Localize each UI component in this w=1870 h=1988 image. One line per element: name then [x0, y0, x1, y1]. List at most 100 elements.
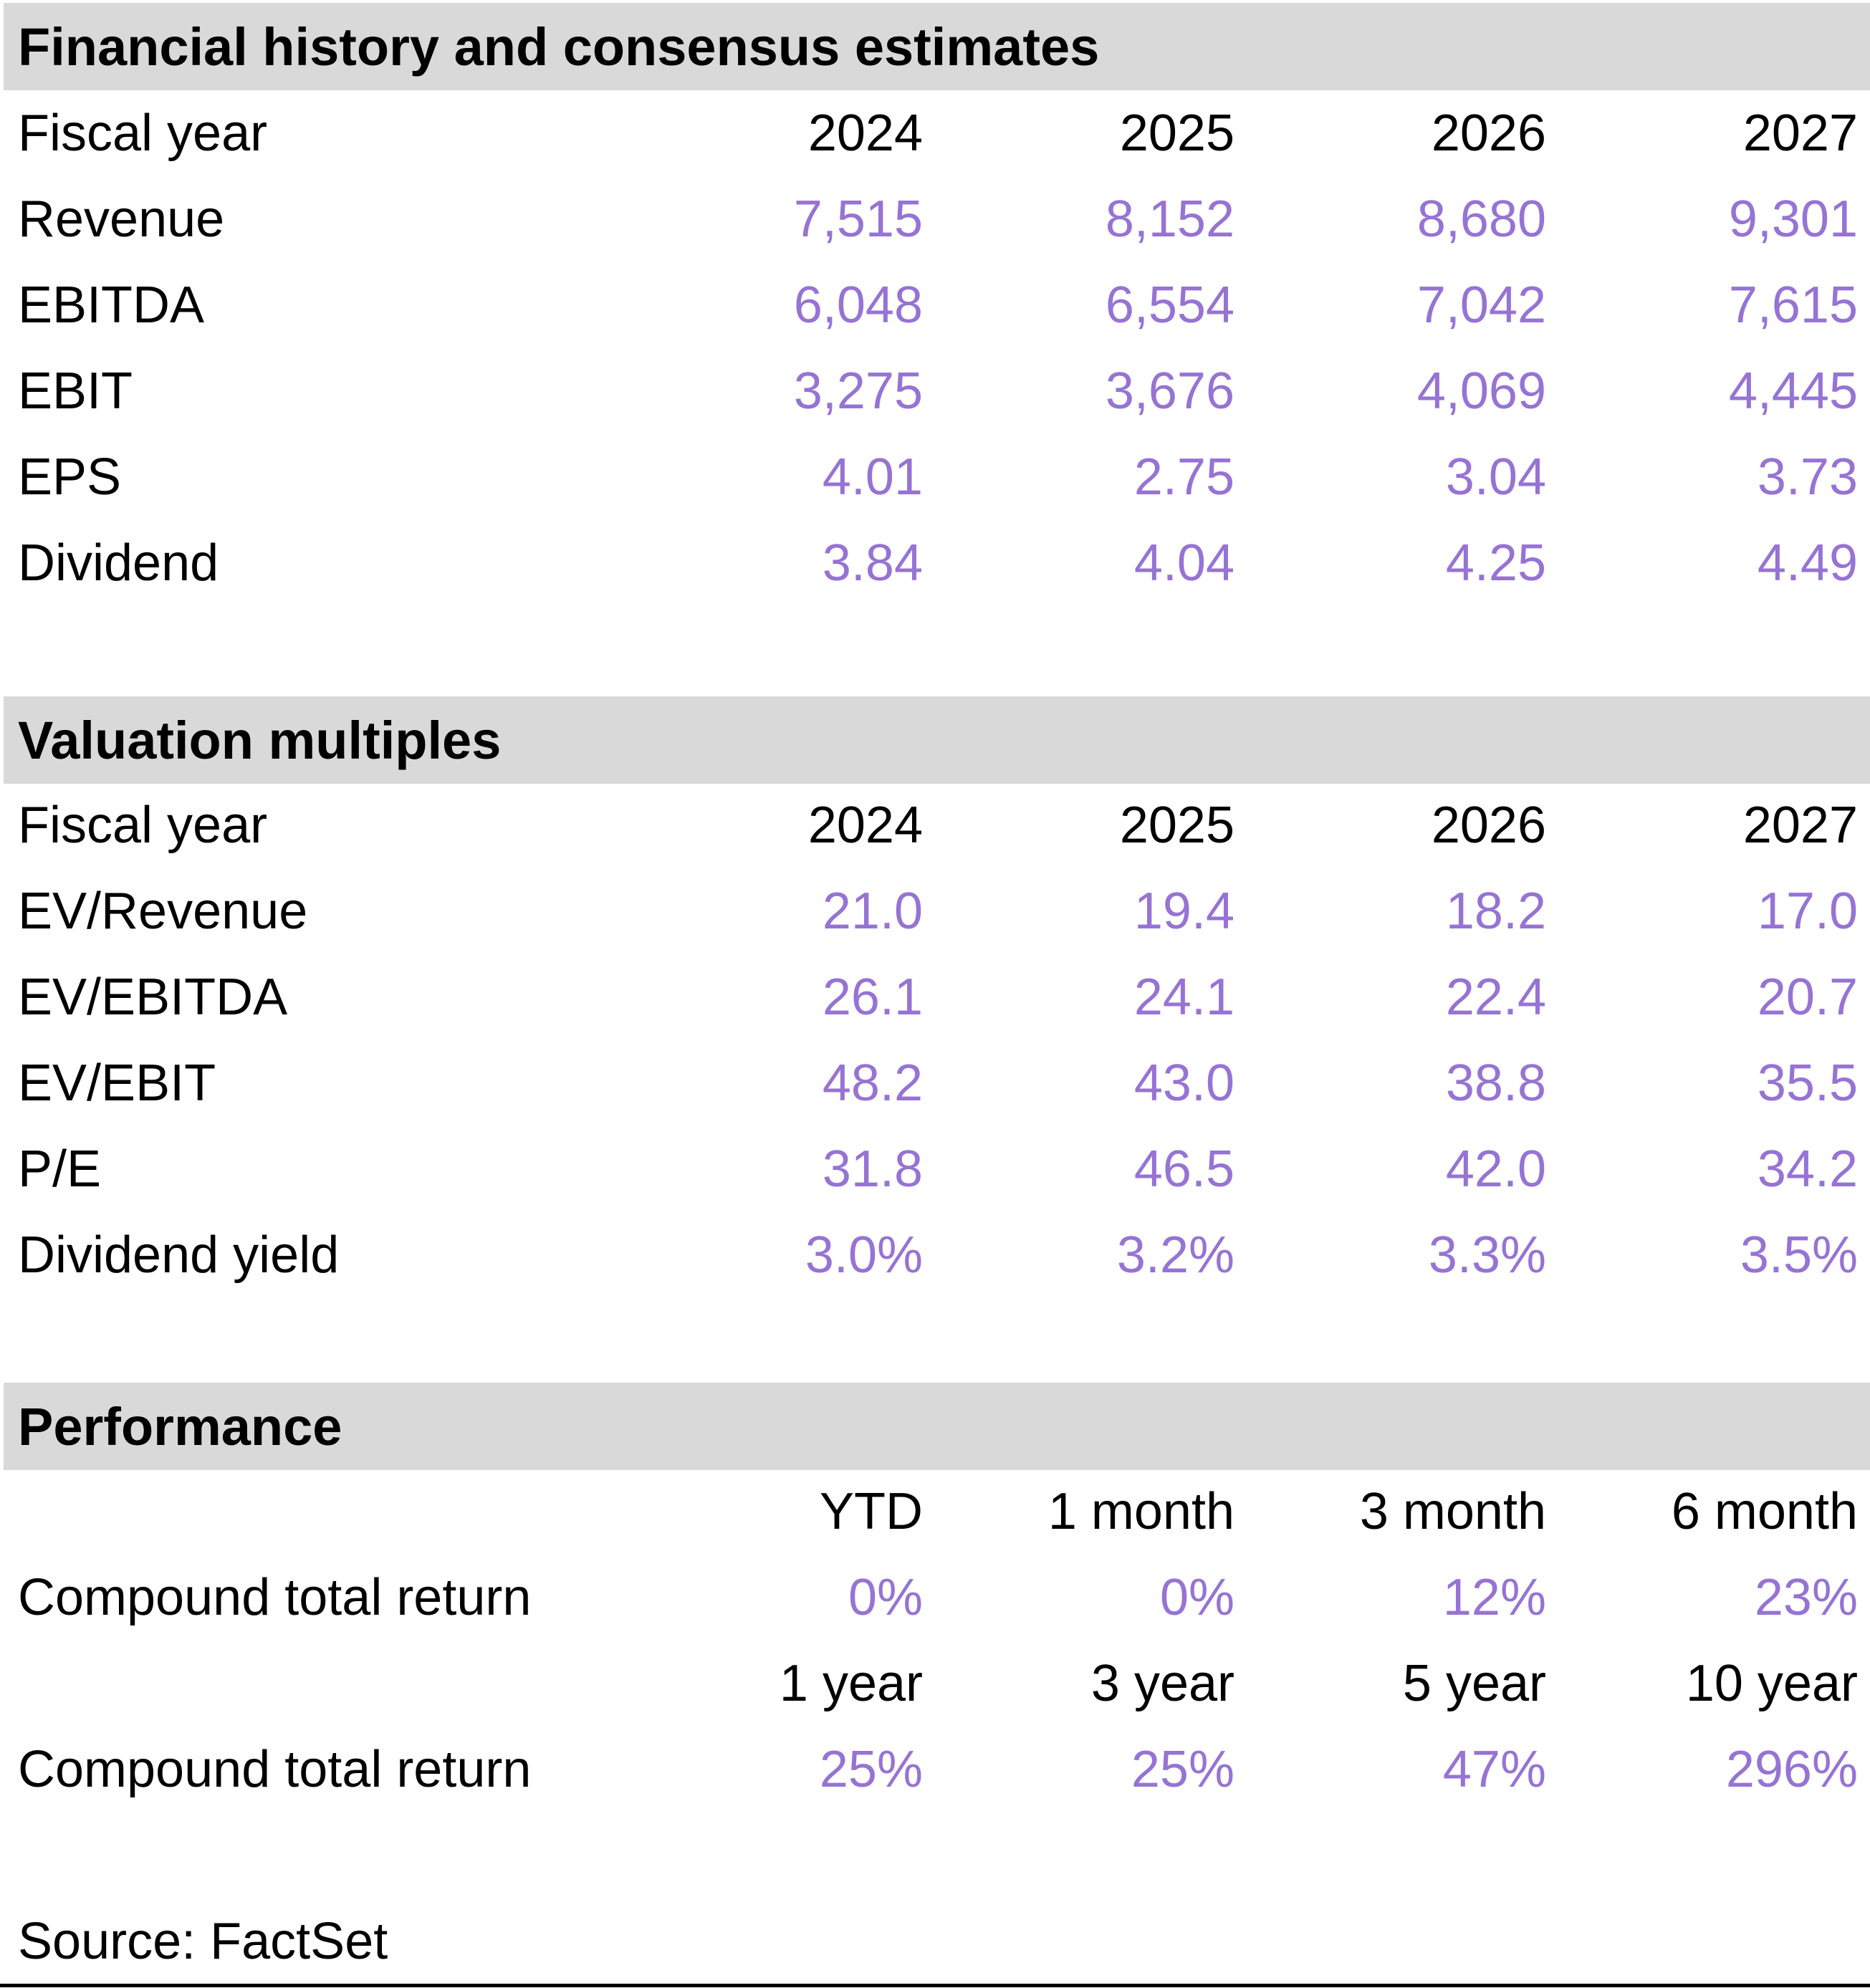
cell-return-10-year: 296% [1725, 1741, 1858, 1798]
cell-ev-revenue-2024: 21.0 [822, 883, 923, 940]
cell-revenue-2025: 8,152 [1105, 191, 1234, 248]
table-row-ebitda: EBITDA 6,048 6,554 7,042 7,615 [0, 262, 1870, 348]
performance-table: YTD 1 month 3 month 6 month Compound tot… [0, 1469, 1870, 1812]
row-label-dividend-yield: Dividend yield [18, 1226, 340, 1284]
row-label-pe: P/E [18, 1141, 102, 1198]
row-label-ebitda: EBITDA [18, 277, 205, 334]
column-header-2026-valuation: 2026 [1431, 797, 1546, 854]
column-header-ytd: YTD [820, 1483, 923, 1540]
cell-dividend-yield-2024: 3.0% [805, 1226, 923, 1284]
cell-pe-2027: 34.2 [1757, 1141, 1858, 1198]
section-title-valuation: Valuation multiples [18, 710, 502, 770]
column-header-2024: 2024 [807, 105, 923, 162]
column-header-2025: 2025 [1119, 105, 1234, 162]
column-header-1-month: 1 month [1047, 1483, 1234, 1540]
cell-ebit-2027: 4,445 [1728, 362, 1858, 420]
table-row-pe: P/E 31.8 46.5 42.0 34.2 [0, 1126, 1870, 1212]
cell-return-3-year: 25% [1131, 1741, 1234, 1798]
cell-ev-ebitda-2026: 22.4 [1445, 969, 1546, 1026]
cell-ebitda-2027: 7,615 [1728, 277, 1858, 334]
column-header-2026: 2026 [1431, 105, 1546, 162]
cell-ev-ebitda-2024: 26.1 [822, 969, 923, 1026]
financials-table: Fiscal year 2024 2025 2026 2027 Revenue … [0, 90, 1870, 606]
row-label-ev-ebitda: EV/EBITDA [18, 969, 288, 1026]
column-header-2024-valuation: 2024 [807, 797, 923, 854]
table-row-period-header-short: YTD 1 month 3 month 6 month [0, 1469, 1870, 1555]
cell-return-ytd: 0% [848, 1569, 923, 1626]
row-label-eps: EPS [18, 448, 122, 506]
cell-eps-2025: 2.75 [1133, 448, 1234, 506]
cell-ev-revenue-2026: 18.2 [1445, 883, 1546, 940]
cell-revenue-2027: 9,301 [1728, 191, 1858, 248]
cell-pe-2025: 46.5 [1133, 1141, 1234, 1198]
row-label-ev-revenue: EV/Revenue [18, 883, 308, 940]
row-label-fiscal-year-valuation: Fiscal year [18, 797, 268, 854]
cell-return-1-month: 0% [1159, 1569, 1234, 1626]
cell-return-3-month: 12% [1442, 1569, 1546, 1626]
table-row-dividend-yield: Dividend yield 3.0% 3.2% 3.3% 3.5% [0, 1212, 1870, 1298]
source-note: Source: FactSet [18, 1898, 388, 1984]
table-row-compound-return-short: Compound total return 0% 0% 12% 23% [0, 1555, 1870, 1641]
table-row-ev-ebitda: EV/EBITDA 26.1 24.1 22.4 20.7 [0, 954, 1870, 1040]
row-label-revenue: Revenue [18, 191, 225, 248]
section-title-financials: Financial history and consensus estimate… [18, 16, 1100, 77]
table-row-ebit: EBIT 3,275 3,676 4,069 4,445 [0, 348, 1870, 434]
column-header-6-month: 6 month [1671, 1483, 1858, 1540]
cell-ev-ebitda-2025: 24.1 [1133, 969, 1234, 1026]
row-label-fiscal-year: Fiscal year [18, 105, 268, 162]
cell-return-5-year: 47% [1442, 1741, 1546, 1798]
cell-dividend-2025: 4.04 [1133, 534, 1234, 592]
table-row-fiscal-year-header-valuation: Fiscal year 2024 2025 2026 2027 [0, 782, 1870, 868]
bottom-divider [0, 1984, 1870, 1987]
cell-dividend-yield-2026: 3.3% [1428, 1226, 1546, 1284]
table-row-revenue: Revenue 7,515 8,152 8,680 9,301 [0, 176, 1870, 262]
section-header-valuation: Valuation multiples [4, 696, 1870, 784]
table-row-fiscal-year-header: Fiscal year 2024 2025 2026 2027 [0, 90, 1870, 176]
column-header-3-month: 3 month [1359, 1483, 1546, 1540]
column-header-10-year: 10 year [1685, 1655, 1858, 1712]
valuation-table: Fiscal year 2024 2025 2026 2027 EV/Reven… [0, 782, 1870, 1298]
cell-ev-ebit-2027: 35.5 [1757, 1055, 1858, 1112]
table-row-compound-return-long: Compound total return 25% 25% 47% 296% [0, 1727, 1870, 1812]
cell-ev-ebit-2024: 48.2 [822, 1055, 923, 1112]
cell-ebitda-2025: 6,554 [1105, 277, 1234, 334]
cell-dividend-2027: 4.49 [1757, 534, 1858, 592]
table-row-period-header-long: 1 year 3 year 5 year 10 year [0, 1641, 1870, 1727]
column-header-2025-valuation: 2025 [1119, 797, 1234, 854]
section-header-financials: Financial history and consensus estimate… [4, 3, 1870, 90]
column-header-2027-valuation: 2027 [1742, 797, 1858, 854]
cell-ev-ebitda-2027: 20.7 [1757, 969, 1858, 1026]
column-header-5-year: 5 year [1402, 1655, 1546, 1712]
cell-dividend-yield-2027: 3.5% [1740, 1226, 1858, 1284]
section-title-performance: Performance [18, 1396, 342, 1456]
cell-return-1-year: 25% [819, 1741, 923, 1798]
table-row-dividend: Dividend 3.84 4.04 4.25 4.49 [0, 520, 1870, 606]
cell-dividend-2026: 4.25 [1445, 534, 1546, 592]
cell-revenue-2026: 8,680 [1416, 191, 1546, 248]
cell-ebit-2024: 3,275 [793, 362, 923, 420]
cell-ebit-2026: 4,069 [1416, 362, 1546, 420]
cell-ev-revenue-2027: 17.0 [1757, 883, 1858, 940]
cell-ev-ebit-2025: 43.0 [1133, 1055, 1234, 1112]
cell-eps-2027: 3.73 [1757, 448, 1858, 506]
row-label-compound-return-long: Compound total return [18, 1741, 532, 1798]
table-row-eps: EPS 4.01 2.75 3.04 3.73 [0, 434, 1870, 520]
source-text: Source: FactSet [18, 1913, 388, 1970]
column-header-1-year: 1 year [779, 1655, 923, 1712]
cell-return-6-month: 23% [1754, 1569, 1858, 1626]
row-label-compound-return-short: Compound total return [18, 1569, 532, 1626]
cell-ebit-2025: 3,676 [1105, 362, 1234, 420]
table-row-ev-ebit: EV/EBIT 48.2 43.0 38.8 35.5 [0, 1040, 1870, 1126]
section-header-performance: Performance [4, 1383, 1870, 1470]
cell-pe-2026: 42.0 [1445, 1141, 1546, 1198]
table-row-ev-revenue: EV/Revenue 21.0 19.4 18.2 17.0 [0, 868, 1870, 954]
row-label-dividend: Dividend [18, 534, 219, 592]
column-header-3-year: 3 year [1090, 1655, 1234, 1712]
cell-pe-2024: 31.8 [822, 1141, 923, 1198]
cell-ebitda-2024: 6,048 [793, 277, 923, 334]
cell-eps-2026: 3.04 [1445, 448, 1546, 506]
column-header-2027: 2027 [1742, 105, 1858, 162]
cell-revenue-2024: 7,515 [793, 191, 923, 248]
cell-eps-2024: 4.01 [822, 448, 923, 506]
